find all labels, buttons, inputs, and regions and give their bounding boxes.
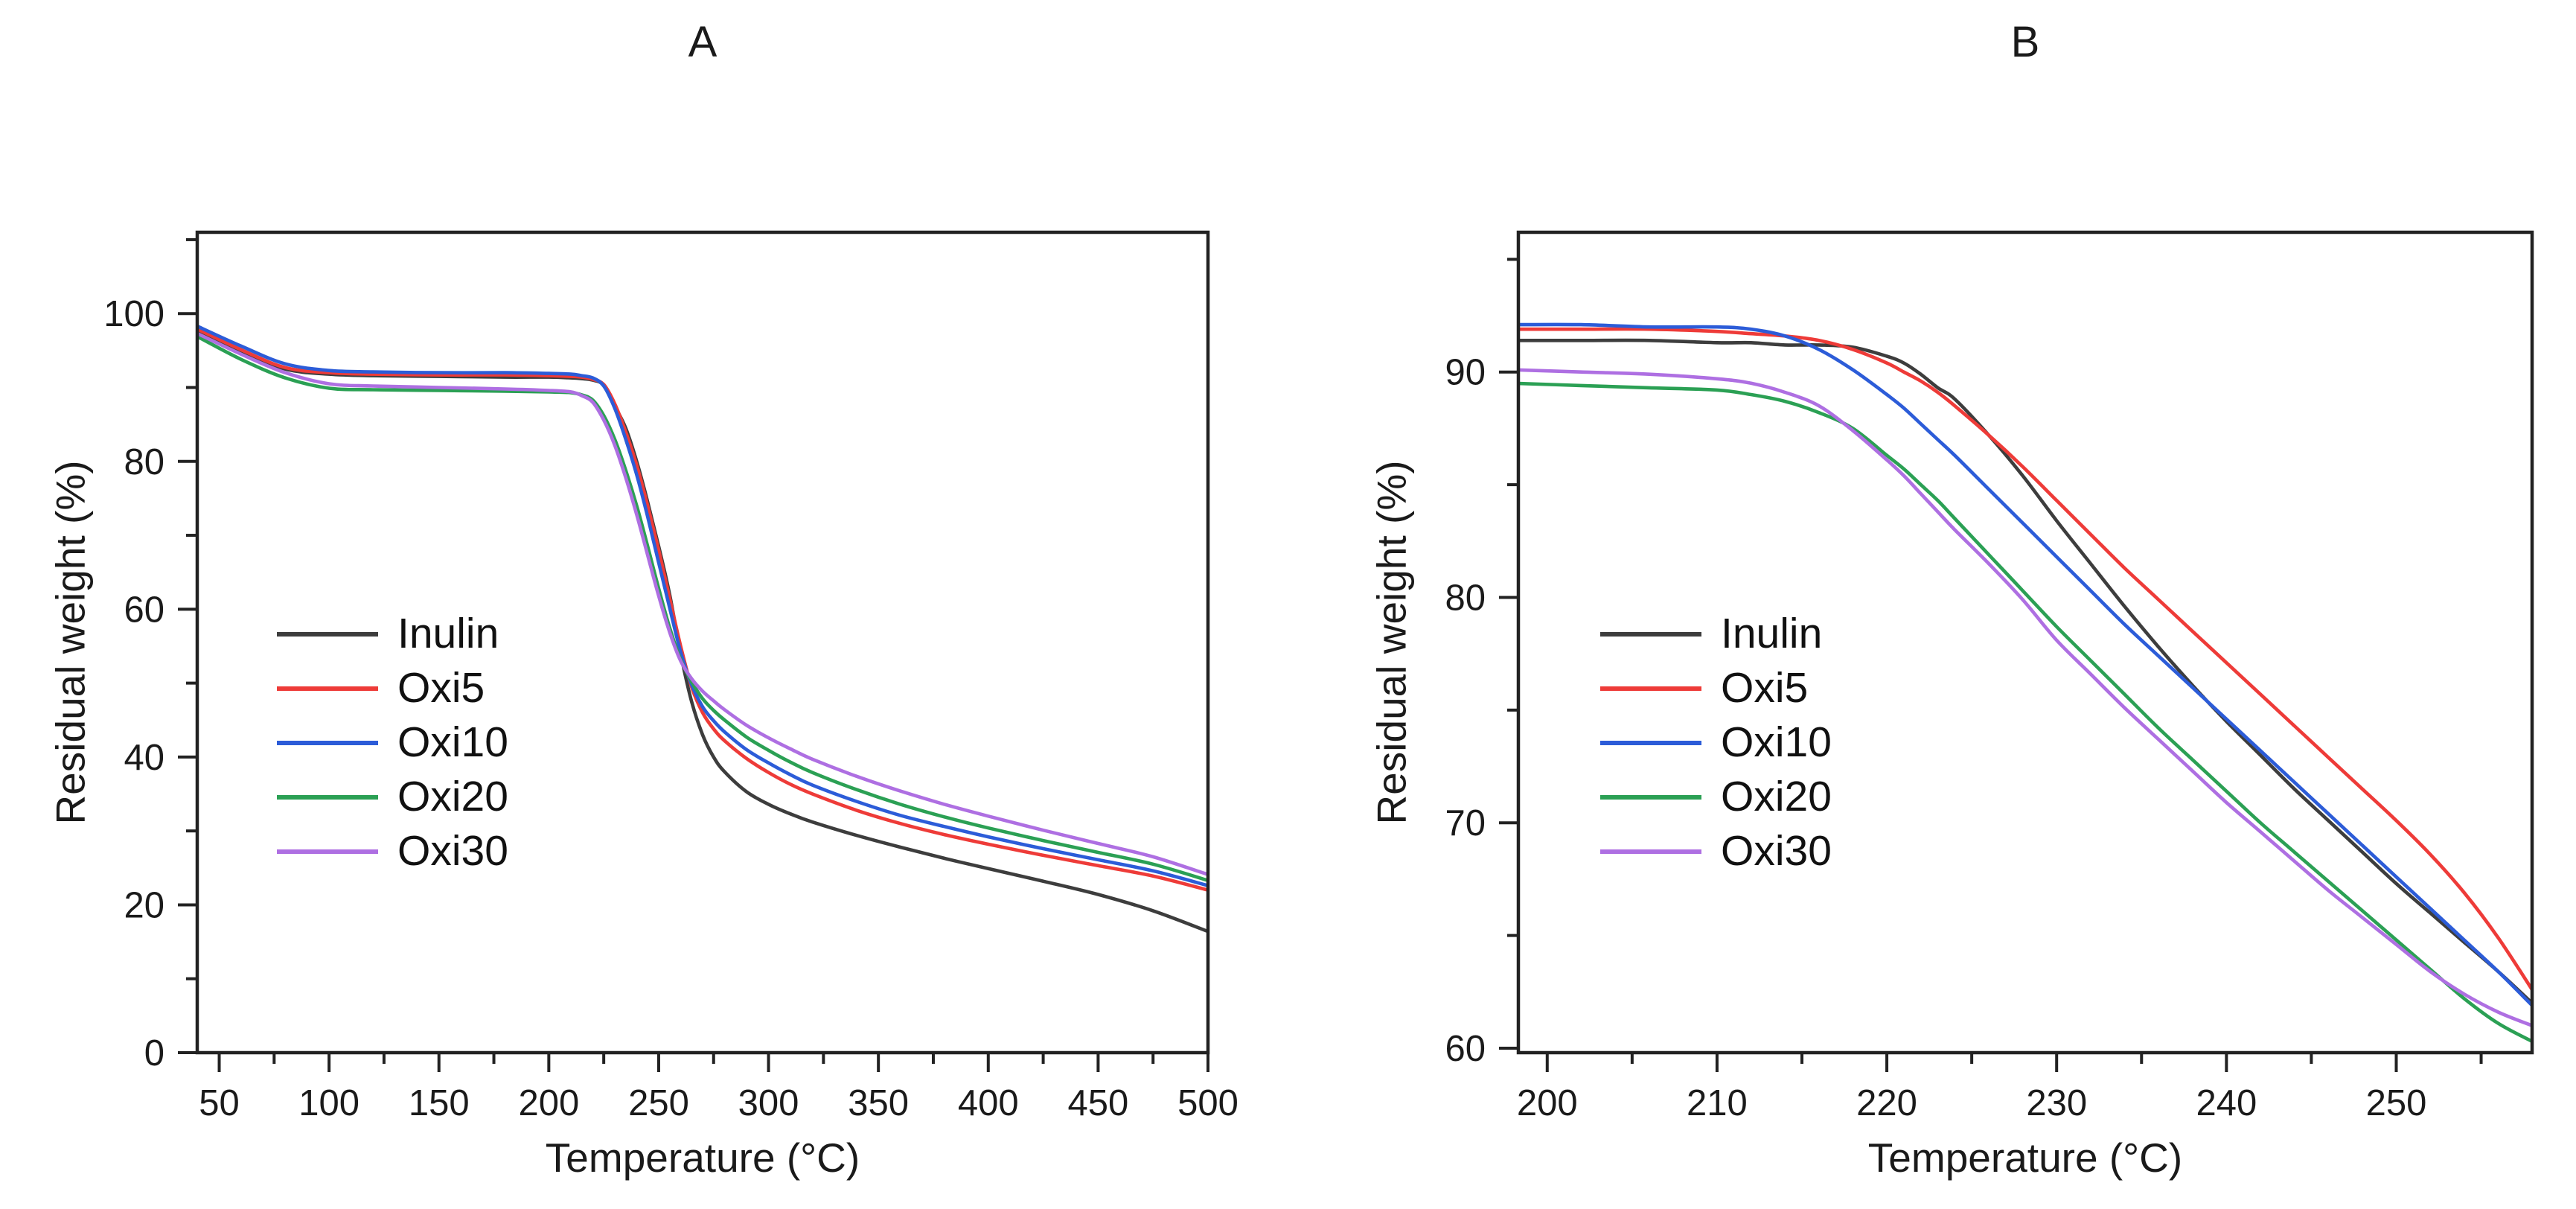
y-tick-label: 70 — [1445, 803, 1486, 843]
y-tick-label: 60 — [1445, 1029, 1486, 1069]
axis-ticks — [178, 237, 1209, 1072]
x-tick-label: 500 — [1177, 1083, 1239, 1123]
series-group — [1518, 322, 2532, 1044]
legend-item-inulin: Inulin — [1600, 607, 1832, 661]
x-tick-label: 150 — [409, 1083, 470, 1123]
legend-label: Oxi30 — [397, 827, 508, 875]
y-tick-label: 80 — [1445, 578, 1486, 618]
curve-oxi10 — [197, 324, 1208, 887]
axis-ticks — [1499, 258, 2483, 1072]
curve-inulin — [1518, 338, 2532, 1005]
x-tick-label: 100 — [298, 1083, 359, 1123]
legend-item-oxi10: Oxi10 — [277, 715, 508, 770]
x-tick-label: 50 — [199, 1083, 240, 1123]
series-group — [197, 324, 1208, 934]
legend-line-swatch — [1600, 849, 1701, 854]
panel-b-x-axis-label: Temperature (°C) — [1867, 1135, 2183, 1181]
curve-oxi30 — [1518, 368, 2532, 1027]
x-tick-label: 250 — [2366, 1083, 2427, 1123]
legend-label: Oxi10 — [1721, 718, 1832, 766]
panel-a-legend: Inulin Oxi5 Oxi10 Oxi20 Oxi30 — [277, 607, 508, 878]
y-tick-label: 20 — [124, 885, 164, 925]
curve-oxi5 — [1518, 327, 2532, 992]
legend-line-swatch — [277, 631, 378, 637]
x-tick-label: 200 — [1517, 1083, 1578, 1123]
y-tick-label: 0 — [144, 1033, 164, 1074]
x-tick-label: 220 — [1856, 1083, 1917, 1123]
legend-line-swatch — [277, 686, 378, 691]
x-tick-label: 450 — [1068, 1083, 1129, 1123]
legend-line-swatch — [1600, 740, 1701, 745]
legend-line-swatch — [277, 794, 378, 800]
legend-item-oxi10: Oxi10 — [1600, 715, 1832, 770]
legend-item-oxi20: Oxi20 — [1600, 770, 1832, 824]
x-tick-label: 230 — [2026, 1083, 2087, 1123]
legend-label: Oxi5 — [1721, 664, 1809, 712]
chart-panel-A: 50 100 150 200 250 300 350 400 450 500 0 20 40 60 80 10… — [103, 230, 1239, 1123]
curve-oxi20 — [1518, 381, 2532, 1044]
y-tick-label: 90 — [1445, 353, 1486, 393]
legend-line-swatch — [1600, 631, 1701, 637]
panel-a-x-axis-label: Temperature (°C) — [545, 1135, 860, 1181]
x-tick-label: 200 — [518, 1083, 579, 1123]
legend-item-oxi5: Oxi5 — [1600, 661, 1832, 715]
panel-b-y-axis-label: Residual weight (%) — [1368, 460, 1415, 825]
legend-label: Inulin — [397, 610, 499, 657]
plot-frame — [195, 230, 1210, 1055]
panel-a-title: A — [688, 18, 717, 66]
y-tick-label: 60 — [124, 590, 164, 630]
x-tick-label: 240 — [2196, 1083, 2257, 1123]
plot-frame — [1516, 230, 2534, 1055]
x-tick-label: 250 — [628, 1083, 689, 1123]
legend-label: Oxi20 — [397, 773, 508, 820]
legend-item-inulin: Inulin — [277, 607, 508, 661]
legend-item-oxi30: Oxi30 — [277, 824, 508, 878]
legend-item-oxi5: Oxi5 — [277, 661, 508, 715]
x-tick-label: 350 — [848, 1083, 909, 1123]
panel-a-y-axis-label: Residual weight (%) — [47, 460, 94, 825]
curve-oxi30 — [197, 331, 1208, 876]
panel-b-legend: Inulin Oxi5 Oxi10 Oxi20 Oxi30 — [1600, 607, 1832, 878]
x-tick-label: 210 — [1687, 1083, 1748, 1123]
legend-line-swatch — [1600, 686, 1701, 691]
y-tick-label: 100 — [103, 294, 164, 334]
legend-line-swatch — [277, 849, 378, 854]
curve-oxi5 — [197, 327, 1208, 892]
legend-line-swatch — [1600, 794, 1701, 800]
x-tick-label: 300 — [738, 1083, 799, 1123]
axis-tick-labels: 50 100 150 200 250 300 350 400 450 500 0 20 40 60 80 10… — [103, 294, 1239, 1123]
legend-label: Oxi5 — [397, 664, 485, 712]
legend-label: Oxi30 — [1721, 827, 1832, 875]
legend-item-oxi20: Oxi20 — [277, 770, 508, 824]
y-tick-label: 80 — [124, 442, 164, 482]
legend-label: Oxi10 — [397, 718, 508, 766]
panel-b-title: B — [2010, 18, 2040, 66]
legend-label: Oxi20 — [1721, 773, 1832, 820]
legend-label: Inulin — [1721, 610, 1823, 657]
y-tick-label: 40 — [124, 738, 164, 778]
axis-tick-labels: 200 210 220 230 240 250 60 70 80 90 — [1445, 353, 2426, 1123]
chart-panel-B: 200 210 220 230 240 250 60 70 80 90 — [1445, 230, 2534, 1123]
x-tick-label: 400 — [958, 1083, 1019, 1123]
legend-item-oxi30: Oxi30 — [1600, 824, 1832, 878]
legend-line-swatch — [277, 740, 378, 745]
curve-oxi10 — [1518, 322, 2532, 1007]
